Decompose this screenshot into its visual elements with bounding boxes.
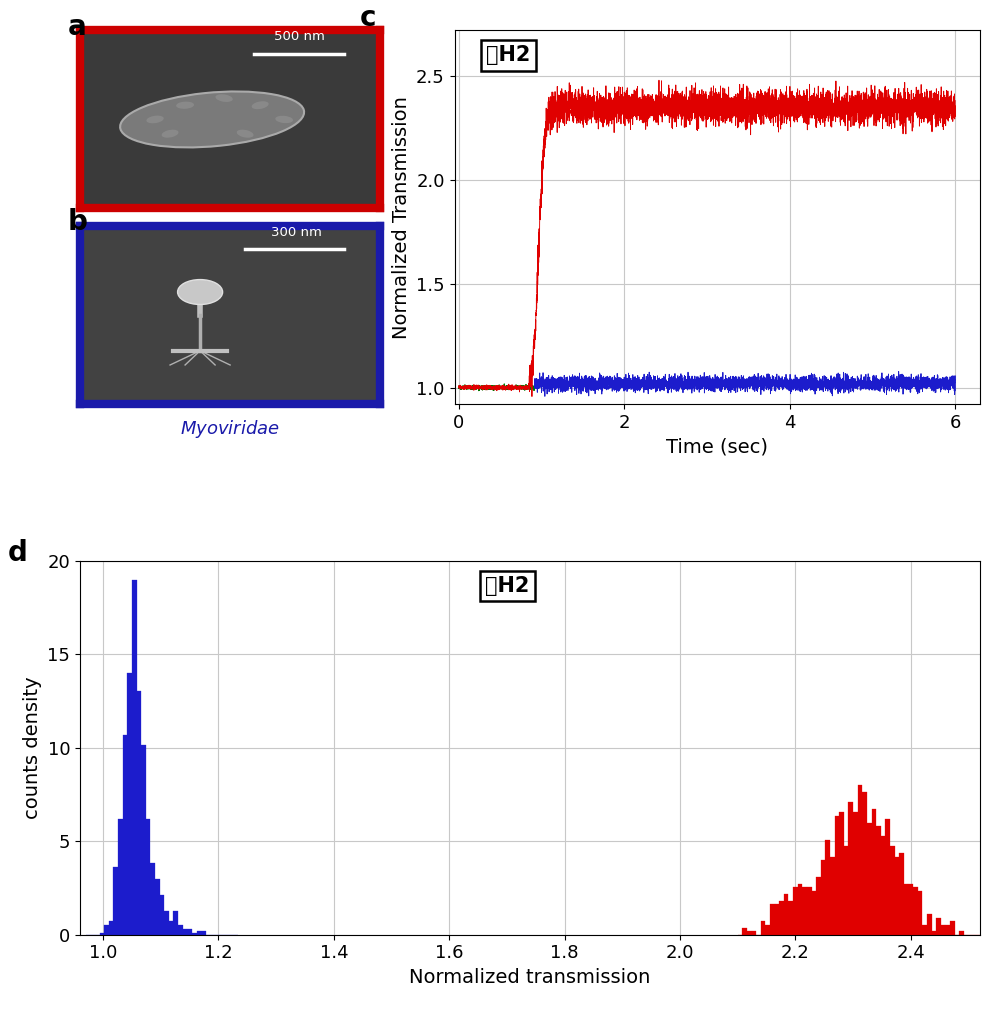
Text: b: b <box>68 208 88 237</box>
Bar <box>132 580 137 935</box>
Bar <box>788 901 793 935</box>
Bar <box>775 904 779 935</box>
Text: a: a <box>68 12 87 41</box>
Bar <box>895 856 899 935</box>
Text: ⓎH2: ⓎH2 <box>486 46 530 65</box>
Bar <box>100 933 104 935</box>
Ellipse shape <box>146 116 164 123</box>
X-axis label: Time (sec): Time (sec) <box>666 438 768 456</box>
Text: ⓎH2: ⓎH2 <box>485 576 529 596</box>
Bar <box>872 809 876 935</box>
Bar <box>825 839 830 935</box>
Bar <box>918 891 922 935</box>
Text: d: d <box>8 538 28 567</box>
Bar <box>802 887 807 935</box>
Bar <box>109 920 113 935</box>
Bar <box>761 922 765 935</box>
Bar <box>178 925 183 935</box>
Bar <box>858 785 862 935</box>
Bar <box>183 929 187 935</box>
Bar <box>862 792 867 935</box>
Bar <box>146 819 150 935</box>
Bar <box>187 929 192 935</box>
Bar <box>164 910 169 935</box>
Text: $\it{E.\ coli}$: $\it{E.\ coli}$ <box>200 223 260 241</box>
Bar <box>160 895 164 935</box>
Bar <box>770 904 775 935</box>
Bar <box>913 887 918 935</box>
Bar <box>867 823 872 935</box>
Y-axis label: counts density: counts density <box>23 677 42 819</box>
Bar <box>927 914 932 935</box>
Bar <box>821 860 825 935</box>
Bar <box>113 867 118 935</box>
Bar <box>904 884 908 935</box>
Bar <box>936 917 941 935</box>
Bar <box>830 856 835 935</box>
Bar <box>959 932 964 935</box>
Bar <box>839 813 844 935</box>
Bar <box>932 932 936 935</box>
Text: 500 nm: 500 nm <box>274 29 325 43</box>
Bar <box>784 894 788 935</box>
Bar <box>816 877 821 935</box>
Ellipse shape <box>178 279 223 305</box>
Text: $\it{Myoviridae}$: $\it{Myoviridae}$ <box>180 419 280 440</box>
Bar <box>141 746 146 935</box>
Bar <box>908 884 913 935</box>
Ellipse shape <box>237 130 254 138</box>
Ellipse shape <box>120 91 304 147</box>
Ellipse shape <box>252 102 269 109</box>
Bar <box>127 674 132 935</box>
Bar <box>812 891 816 935</box>
Bar <box>150 863 155 935</box>
Bar <box>835 816 839 935</box>
Bar <box>890 846 895 935</box>
X-axis label: Normalized transmission: Normalized transmission <box>409 968 651 987</box>
Bar <box>941 925 945 935</box>
Bar <box>169 920 173 935</box>
Bar <box>747 932 752 935</box>
Bar <box>881 836 885 935</box>
Bar <box>752 932 756 935</box>
Bar <box>922 925 927 935</box>
Y-axis label: Normalized Transmission: Normalized Transmission <box>392 96 411 338</box>
Bar <box>123 736 127 935</box>
Bar <box>155 879 160 935</box>
Ellipse shape <box>162 130 179 138</box>
Bar <box>197 931 201 935</box>
Bar <box>807 887 812 935</box>
Text: 300 nm: 300 nm <box>271 226 322 239</box>
Bar <box>104 925 109 935</box>
Bar <box>945 925 950 935</box>
Ellipse shape <box>176 102 194 109</box>
Bar <box>793 887 798 935</box>
Bar <box>118 819 123 935</box>
Bar <box>848 803 853 935</box>
Bar <box>173 910 178 935</box>
Bar <box>779 901 784 935</box>
Bar <box>765 925 770 935</box>
Bar <box>876 826 881 935</box>
Bar <box>853 813 858 935</box>
Ellipse shape <box>215 94 233 102</box>
Bar <box>798 884 802 935</box>
Bar <box>192 933 197 935</box>
Bar <box>950 922 955 935</box>
Bar <box>742 928 747 935</box>
Bar <box>201 931 206 935</box>
Bar <box>137 692 141 935</box>
Bar <box>899 853 904 935</box>
Bar <box>885 819 890 935</box>
Bar <box>844 846 848 935</box>
Ellipse shape <box>275 116 293 123</box>
Text: c: c <box>360 4 376 33</box>
